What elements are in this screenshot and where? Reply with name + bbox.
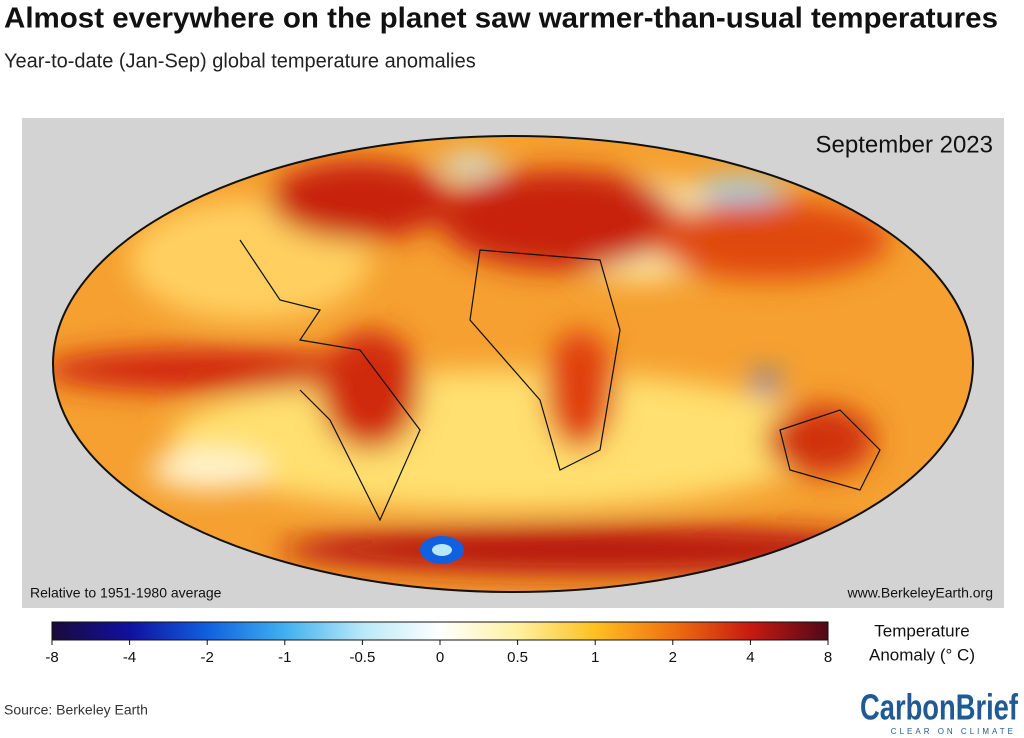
source: Source: Berkeley Earth — [4, 702, 148, 718]
colorbar-tick-label: 2 — [669, 649, 677, 666]
colorbar-tick-label: -4 — [123, 649, 136, 666]
title: Almost everywhere on the planet saw warm… — [4, 3, 998, 35]
subtitle: Year-to-date (Jan-Sep) global temperatur… — [4, 50, 476, 72]
colorbar-tick-label: -0.5 — [349, 649, 375, 666]
colorbar-tick-label: 4 — [746, 649, 754, 666]
baseline-note: Relative to 1951-1980 average — [30, 585, 222, 601]
colorbar — [51, 621, 829, 641]
colorbar-tick-label: -2 — [201, 649, 214, 666]
map — [53, 136, 973, 592]
tagline: CLEAR ON CLIMATE — [891, 727, 1016, 736]
logo: CarbonBrief — [860, 687, 1019, 728]
colorbar-tick-label: 0.5 — [507, 649, 528, 666]
colorbar-tick-label: -8 — [45, 649, 58, 666]
map-label: September 2023 — [816, 131, 993, 158]
colorbar-ticks: -8 -4 -2 -1 -0.5 0 0.5 1 2 4 8 — [45, 640, 832, 666]
colorbar-title: Anomaly (° C) — [869, 645, 975, 664]
colorbar-tick-label: 8 — [824, 649, 832, 666]
colorbar-tick-label: 0 — [436, 649, 444, 666]
colorbar-tick-label: 1 — [591, 649, 599, 666]
credit: www.BerkeleyEarth.org — [846, 585, 993, 601]
colorbar-title: Temperature — [874, 621, 969, 640]
colorbar-tick-label: -1 — [278, 649, 291, 666]
map-outline — [52, 135, 974, 593]
